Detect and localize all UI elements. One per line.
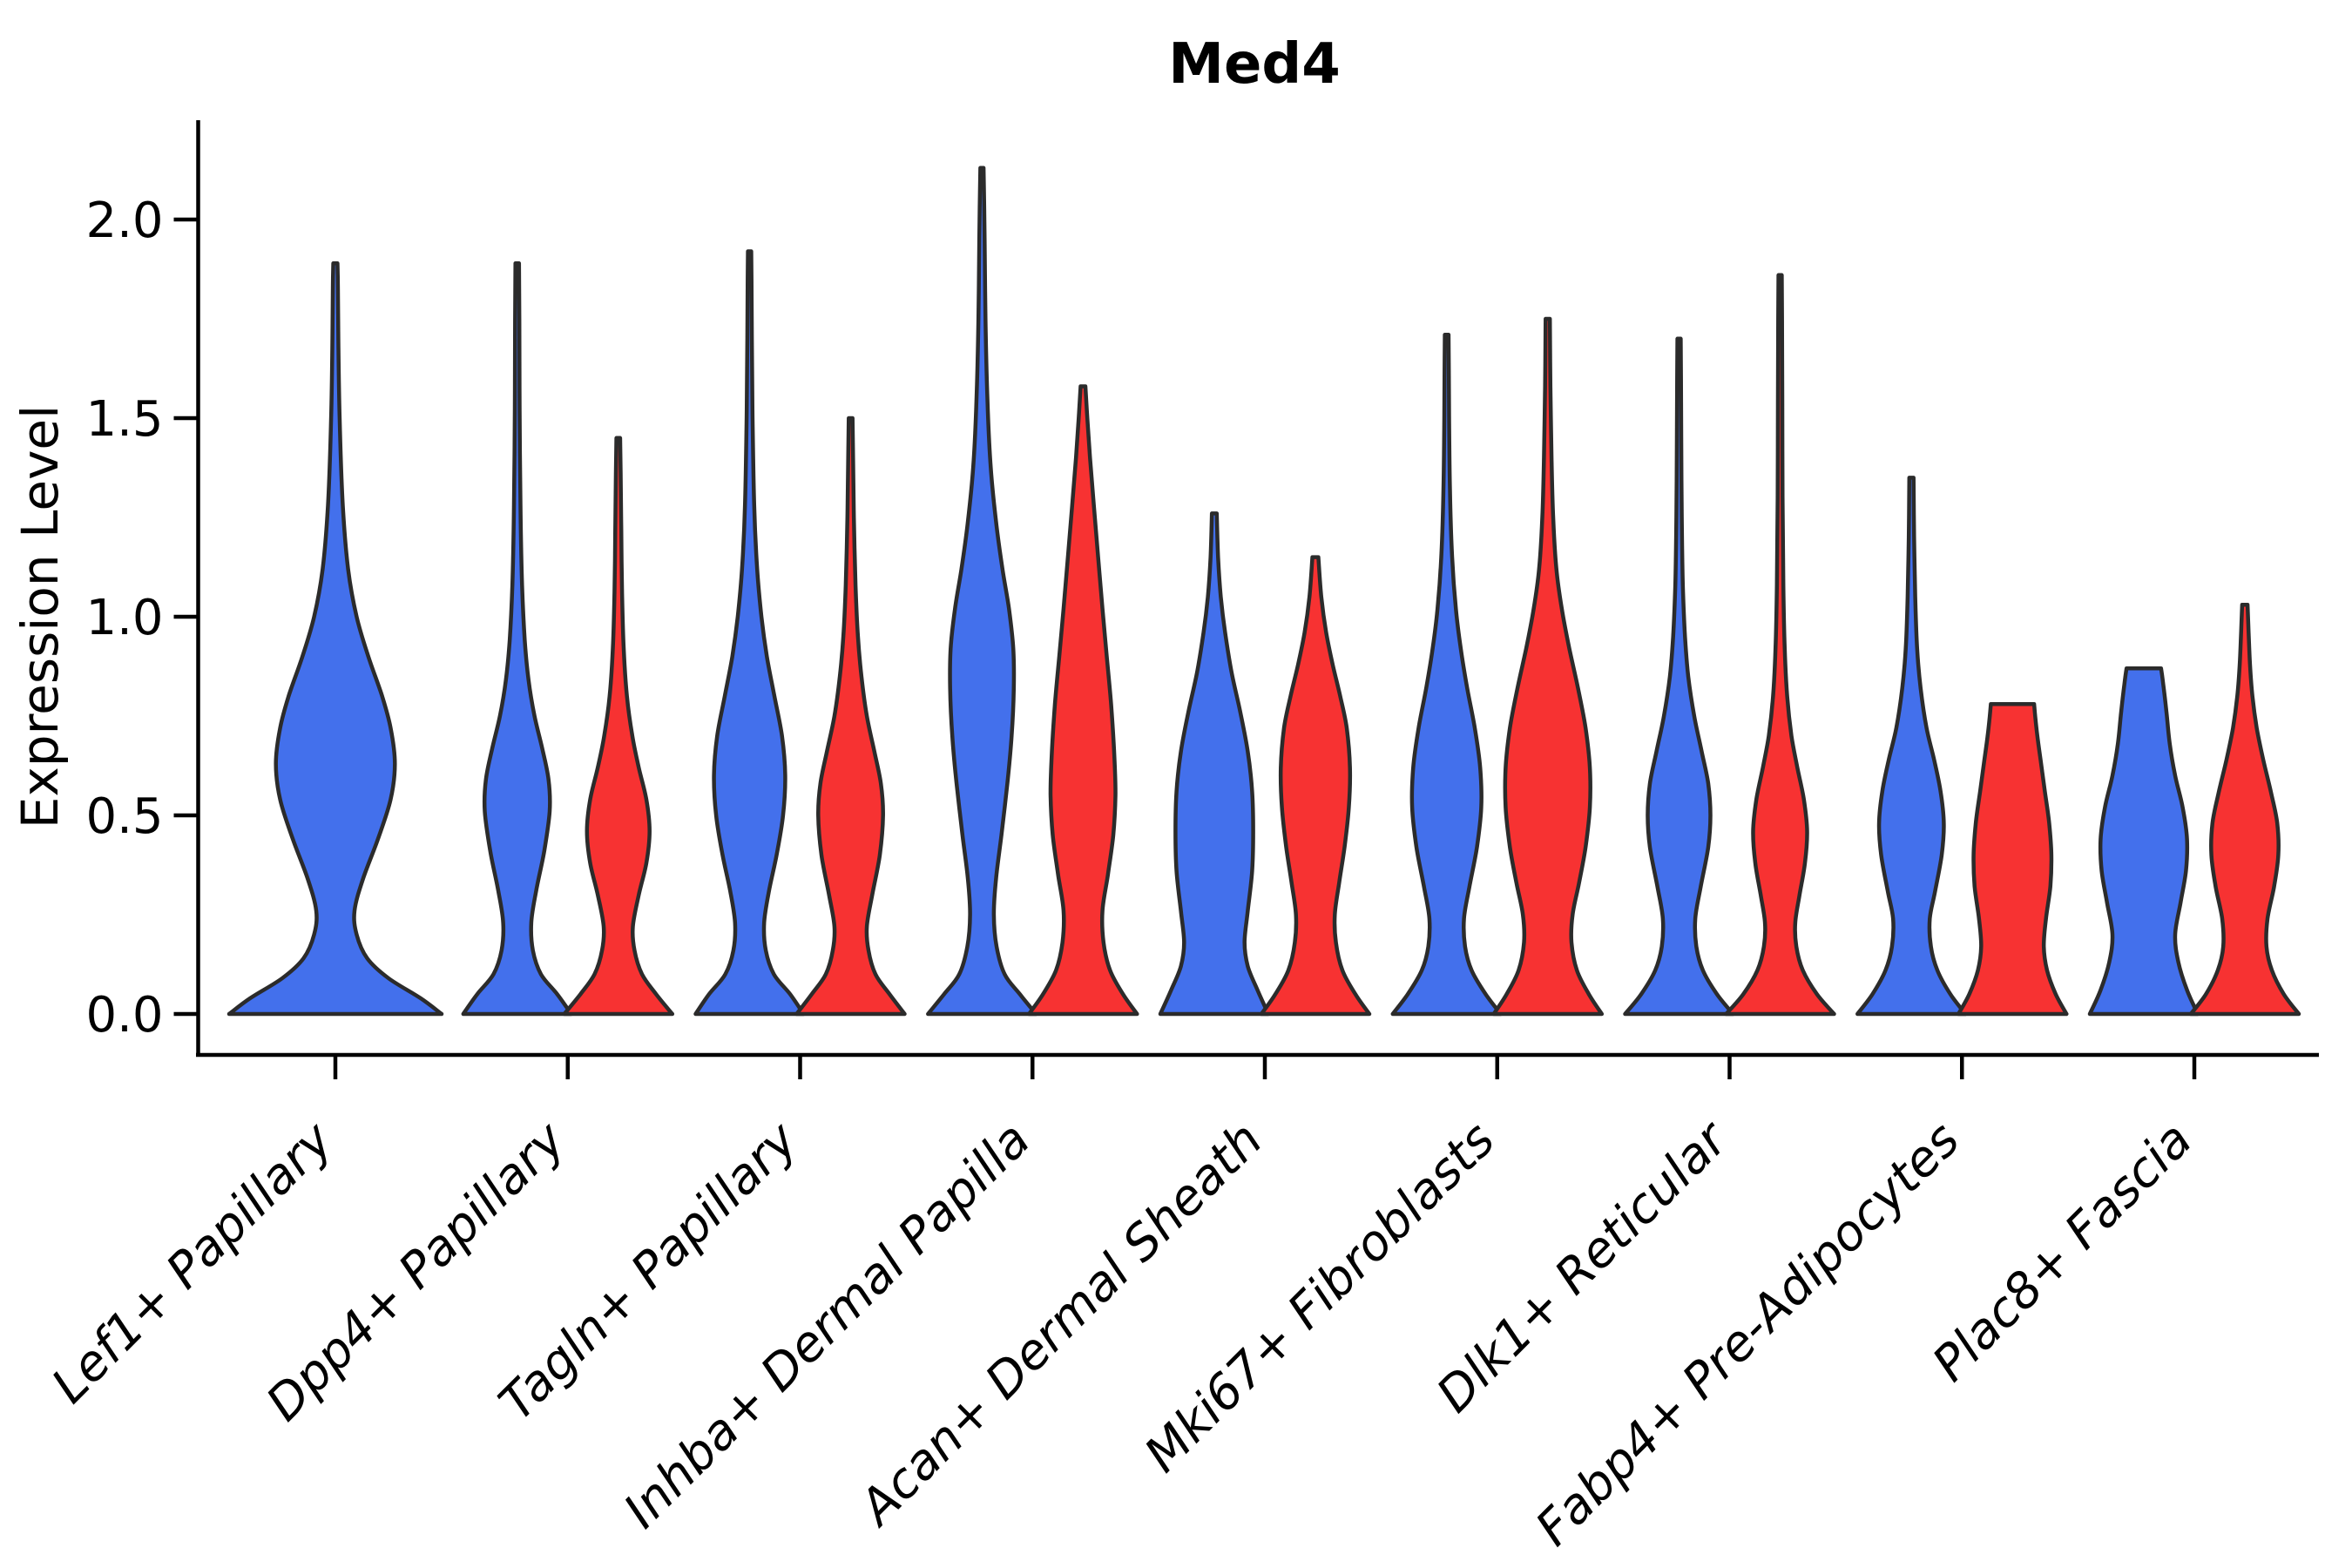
y-tick-label: 1.5 xyxy=(85,391,163,448)
y-tick-label: 2.0 xyxy=(85,193,163,249)
violin-fabp4-pre-adipocytes-blue xyxy=(1855,476,1968,1017)
y-tick-label: 0.5 xyxy=(85,788,163,845)
violin-acan-dermal-sheath-red xyxy=(1259,555,1372,1017)
violins xyxy=(226,166,2301,1017)
chart-title: Med4 xyxy=(1168,32,1340,97)
violin-dpp4-papillary-blue xyxy=(461,260,574,1017)
violin-dlk1-reticular-red xyxy=(1724,273,1836,1017)
violin-tagln-papillary-blue xyxy=(693,249,806,1017)
violin-dlk1-reticular-blue xyxy=(1623,336,1735,1017)
violin-plac8-fascia-red xyxy=(2188,603,2301,1017)
violin-fabp4-pre-adipocytes-red xyxy=(1957,702,2069,1017)
violin-inhba-dermal-papilla-blue xyxy=(926,166,1038,1017)
violin-dpp4-papillary-red xyxy=(562,436,675,1017)
violin-plac8-fascia-blue xyxy=(2087,666,2200,1017)
violin-mki67-fibroblasts-red xyxy=(1491,316,1605,1017)
x-tick-label-acan-dermal-sheath: Acan+ Dermal Sheath xyxy=(848,1112,1274,1538)
violin-mki67-fibroblasts-blue xyxy=(1390,332,1504,1017)
x-tick-label-inhba-dermal-papilla: Inhba+ Dermal Papilla xyxy=(613,1112,1041,1539)
violin-tagln-papillary-red xyxy=(794,416,907,1017)
y-axis-title: Expression Level xyxy=(10,405,70,828)
x-tick-label-fabp4-pre-adipocytes: Fabp4+ Pre-Adipocytes xyxy=(1525,1112,1970,1557)
y-tick-label: 0.0 xyxy=(85,987,163,1044)
y-tick-label: 1.0 xyxy=(85,590,163,646)
axes xyxy=(173,120,2319,1079)
violin-lef1-papillary-blue xyxy=(226,260,444,1017)
y-tick-labels: 0.0 0.5 1.0 1.5 2.0 xyxy=(85,193,163,1044)
violin-acan-dermal-sheath-blue xyxy=(1158,511,1271,1017)
violin-inhba-dermal-papilla-red xyxy=(1027,384,1139,1017)
